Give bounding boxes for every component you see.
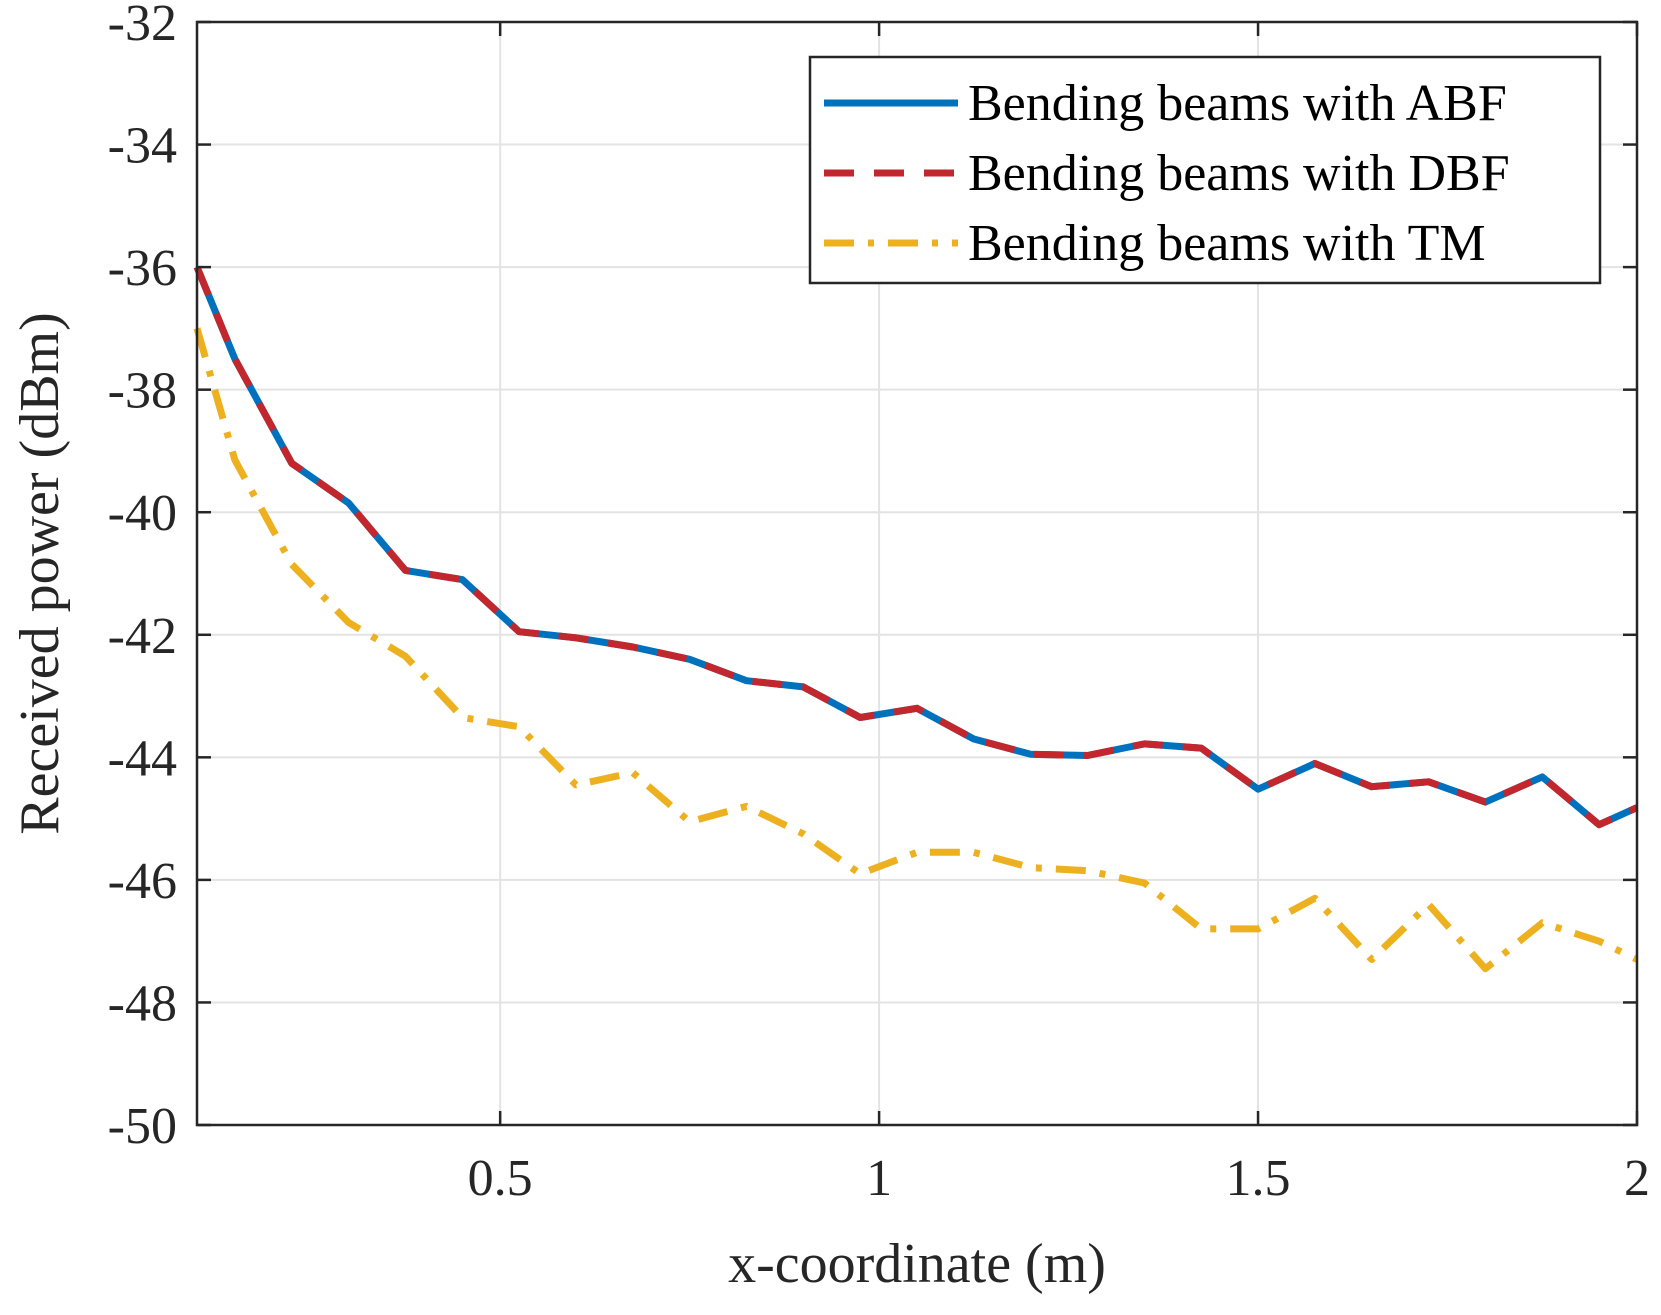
legend-label-1: Bending beams with ABF: [968, 75, 1507, 132]
plot-frame: [195, 20, 1639, 1127]
series-line-3: [193, 327, 1639, 973]
x-tick-label: 1: [866, 1150, 892, 1207]
x-tick-label: 1.5: [1226, 1150, 1291, 1207]
y-tick-label: -38: [108, 363, 177, 420]
y-axis-title: Received power (dBm): [9, 312, 71, 834]
tick-labels: 0.5 1 1.5 2 -50 -48 -46 -44 -42 -40 -38 -36 -34 -32: [108, 0, 1650, 1207]
series-line-1: [193, 265, 1639, 829]
axes: [195, 20, 1639, 1127]
y-tick-label: -48: [108, 975, 177, 1032]
y-tick-label: -32: [108, 0, 177, 52]
x-tick-label: 0.5: [468, 1150, 533, 1207]
x-tick-label: 2: [1624, 1150, 1650, 1207]
series-lines: [193, 265, 1639, 973]
x-axis-title: x-coordinate (m): [728, 1233, 1106, 1295]
y-tick-label: -34: [108, 118, 177, 175]
y-tick-label: -50: [108, 1098, 177, 1155]
legend-label-2: Bending beams with DBF: [968, 145, 1510, 202]
legend-label-3: Bending beams with TM: [968, 215, 1486, 272]
y-tick-label: -46: [108, 853, 177, 910]
series-line-2: [193, 265, 1639, 829]
y-tick-label: -44: [108, 730, 177, 787]
y-tick-label: -42: [108, 608, 177, 665]
legend: Bending beams with ABF Bending beams with…: [808, 55, 1602, 285]
y-tick-label: -36: [108, 240, 177, 297]
y-tick-label: -40: [108, 485, 177, 542]
